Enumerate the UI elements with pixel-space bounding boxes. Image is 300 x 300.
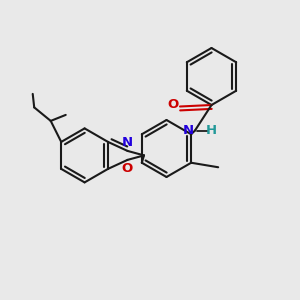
Text: O: O — [122, 162, 133, 175]
Text: N: N — [121, 136, 132, 149]
Text: N: N — [183, 124, 194, 137]
Text: O: O — [168, 98, 179, 112]
Text: H: H — [206, 124, 217, 137]
